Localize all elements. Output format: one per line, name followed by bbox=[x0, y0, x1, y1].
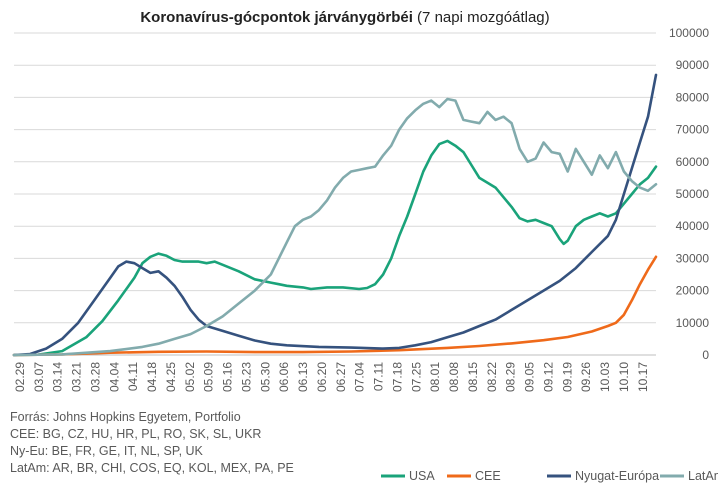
chart-title-rest: (7 napi mozgóátlag) bbox=[413, 9, 550, 26]
source-line: LatAm: AR, BR, CHI, COS, EQ, KOL, MEX, P… bbox=[10, 461, 294, 475]
legend-label: Nyugat-Európa bbox=[575, 469, 659, 483]
x-tick-label: 08.01 bbox=[428, 362, 442, 392]
y-tick-label: 90000 bbox=[676, 58, 710, 72]
legend-label: USA bbox=[409, 469, 435, 483]
x-tick-label: 08.29 bbox=[504, 362, 518, 392]
x-tick-label: 05.30 bbox=[258, 362, 272, 392]
chart-title-bold: Koronavírus-gócpontok járványgörbéi bbox=[140, 9, 413, 26]
chart-title: Koronavírus-gócpontok járványgörbéi (7 n… bbox=[140, 9, 549, 26]
x-axis: 02.29 03.07 03.14 03.21 03.28 04.04 04.11 04.18… bbox=[13, 362, 650, 392]
x-tick-label: 08.22 bbox=[485, 362, 499, 392]
series-line-2 bbox=[12, 73, 658, 357]
x-tick-label: 09.12 bbox=[541, 362, 555, 392]
x-tick-label: 02.29 bbox=[13, 362, 27, 392]
source-line: CEE: BG, CZ, HU, HR, PL, RO, SK, SL, UKR bbox=[10, 427, 261, 441]
x-tick-label: 08.08 bbox=[447, 362, 461, 392]
y-axis: 0 10000 20000 30000 40000 50000 60000 70000 8000… bbox=[669, 26, 709, 362]
series-lines bbox=[12, 73, 658, 357]
y-tick-label: 80000 bbox=[676, 90, 710, 104]
y-tick-label: 100000 bbox=[669, 26, 709, 40]
x-tick-label: 09.26 bbox=[579, 362, 593, 392]
x-tick-label: 08.15 bbox=[466, 362, 480, 392]
x-tick-label: 06.06 bbox=[277, 362, 291, 392]
x-tick-label: 04.04 bbox=[107, 362, 121, 392]
series-line-1 bbox=[12, 255, 658, 357]
series-line-3 bbox=[12, 97, 658, 357]
x-tick-label: 06.13 bbox=[296, 362, 310, 392]
x-tick-label: 10.17 bbox=[636, 362, 650, 392]
x-tick-label: 07.04 bbox=[353, 362, 367, 392]
x-tick-label: 10.03 bbox=[598, 362, 612, 392]
gridlines bbox=[14, 32, 656, 356]
y-tick-label: 70000 bbox=[676, 123, 710, 137]
legend: USA CEE Nyugat-Európa LatAm bbox=[381, 469, 718, 483]
y-tick-label: 30000 bbox=[676, 251, 710, 265]
y-tick-label: 40000 bbox=[676, 219, 710, 233]
x-tick-label: 04.11 bbox=[126, 362, 140, 391]
x-tick-label: 04.25 bbox=[164, 362, 178, 392]
legend-label: LatAm bbox=[688, 469, 718, 483]
y-tick-label: 60000 bbox=[676, 155, 710, 169]
x-tick-label: 04.18 bbox=[145, 362, 159, 392]
y-tick-label: 10000 bbox=[676, 316, 710, 330]
x-tick-label: 05.23 bbox=[239, 362, 253, 392]
source-notes: Forrás: Johns Hopkins Egyetem, Portfolio… bbox=[10, 410, 294, 475]
x-tick-label: 05.09 bbox=[202, 362, 216, 392]
x-tick-label: 03.07 bbox=[32, 362, 46, 392]
x-tick-label: 05.16 bbox=[221, 362, 235, 392]
x-tick-label: 10.10 bbox=[617, 362, 631, 392]
x-tick-label: 07.25 bbox=[409, 362, 423, 392]
x-tick-label: 03.14 bbox=[51, 362, 65, 392]
x-tick-label: 06.20 bbox=[315, 362, 329, 392]
x-tick-label: 07.18 bbox=[390, 362, 404, 392]
x-tick-label: 05.02 bbox=[183, 362, 197, 392]
x-tick-label: 03.21 bbox=[70, 362, 84, 392]
x-tick-label: 09.19 bbox=[560, 362, 574, 392]
x-tick-label: 07.11 bbox=[372, 362, 386, 391]
source-line: Ny-Eu: BE, FR, GE, IT, NL, SP, UK bbox=[10, 444, 204, 458]
y-tick-label: 20000 bbox=[676, 284, 710, 298]
x-tick-label: 06.27 bbox=[334, 362, 348, 392]
y-tick-label: 50000 bbox=[676, 187, 710, 201]
x-tick-label: 09.05 bbox=[523, 362, 537, 392]
series-line-0 bbox=[12, 139, 658, 357]
legend-label: CEE bbox=[475, 469, 501, 483]
source-line: Forrás: Johns Hopkins Egyetem, Portfolio bbox=[10, 410, 241, 424]
y-tick-label: 0 bbox=[702, 348, 709, 362]
x-tick-label: 03.28 bbox=[88, 362, 102, 392]
